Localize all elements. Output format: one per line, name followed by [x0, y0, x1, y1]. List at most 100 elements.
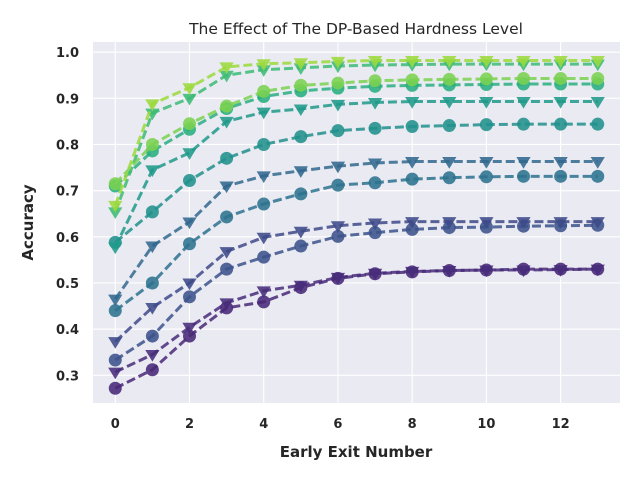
data-point: [256, 107, 271, 120]
data-point: [256, 286, 271, 298]
series-line: [113, 100, 598, 248]
data-point: [554, 169, 568, 183]
data-point: [294, 239, 308, 253]
series-4: [108, 169, 605, 318]
data-point: [442, 217, 457, 229]
data-point: [367, 218, 383, 231]
data-point: [516, 55, 531, 68]
data-point: [294, 187, 308, 201]
y-tick-label: 0.8: [56, 138, 79, 153]
data-point: [256, 65, 271, 77]
data-point: [219, 298, 234, 310]
x-tick-label: 6: [333, 417, 342, 432]
data-point: [590, 97, 605, 109]
series-10: [108, 71, 605, 191]
data-point: [145, 302, 160, 315]
series-line: [114, 174, 598, 312]
data-point: [256, 59, 271, 71]
data-point: [331, 124, 345, 138]
data-point: [257, 197, 271, 211]
data-point: [108, 294, 123, 307]
data-point: [479, 265, 494, 278]
data-point: [442, 119, 456, 133]
data-point: [145, 276, 159, 290]
y-tick-label: 0.4: [56, 323, 79, 338]
data-point: [516, 157, 531, 169]
y-tick-label: 0.5: [56, 277, 79, 292]
data-point: [553, 97, 568, 109]
data-point: [182, 173, 196, 187]
data-point: [145, 329, 159, 343]
data-point: [182, 83, 197, 95]
data-point: [479, 217, 494, 229]
data-point: [182, 278, 197, 291]
data-point: [182, 93, 197, 106]
data-point: [517, 71, 531, 85]
series-6: [108, 117, 605, 249]
data-point: [293, 166, 308, 178]
data-point: [442, 72, 456, 86]
data-point: [294, 78, 308, 92]
y-tick-label: 0.3: [56, 369, 79, 384]
data-point: [479, 55, 494, 68]
x-tick-label: 4: [259, 417, 268, 432]
series-line: [114, 220, 598, 343]
data-point: [553, 157, 568, 169]
data-point: [442, 97, 457, 109]
data-point: [405, 217, 420, 229]
data-point: [479, 157, 494, 169]
data-point: [145, 137, 159, 151]
series-7: [108, 97, 605, 255]
data-point: [331, 178, 345, 192]
data-point: [257, 250, 271, 264]
data-point: [220, 262, 234, 276]
y-tick-labels: 0.3 0.4 0.5 0.6 0.7 0.8 0.9 1.0: [56, 46, 79, 384]
data-point: [331, 229, 345, 243]
data-point: [367, 55, 383, 68]
series-line: [113, 62, 598, 213]
data-point: [108, 337, 123, 349]
data-point: [257, 84, 271, 98]
series-line: [113, 58, 598, 206]
data-point: [145, 205, 159, 219]
data-point: [590, 157, 605, 169]
data-point: [591, 71, 605, 85]
data-point: [367, 268, 383, 281]
x-tick-label: 0: [111, 417, 120, 432]
data-point: [257, 137, 271, 151]
x-tick-label: 2: [185, 417, 194, 432]
data-point: [368, 121, 382, 135]
data-point: [517, 169, 531, 183]
data-point: [182, 117, 196, 131]
data-point: [108, 207, 123, 220]
data-point: [220, 151, 234, 165]
data-point: [367, 158, 383, 171]
data-point: [590, 217, 605, 229]
data-point: [108, 242, 123, 255]
data-point: [405, 55, 420, 68]
x-tick-label: 8: [408, 417, 417, 432]
data-point: [182, 322, 197, 335]
data-point: [590, 55, 605, 68]
data-point: [182, 329, 196, 343]
data-point: [442, 171, 456, 185]
series-line: [114, 160, 598, 300]
data-point: [442, 55, 457, 68]
data-point: [591, 169, 605, 183]
data-point: [553, 217, 568, 229]
data-point: [590, 264, 605, 277]
data-point: [182, 290, 196, 304]
data-point: [479, 170, 493, 184]
series-3: [108, 217, 605, 349]
data-point: [182, 148, 197, 160]
data-point: [516, 97, 531, 109]
data-point: [331, 76, 345, 90]
data-point: [220, 99, 234, 113]
data-point: [108, 381, 122, 395]
data-point: [405, 73, 419, 87]
data-point: [479, 97, 494, 109]
data-point: [405, 97, 420, 109]
data-point: [220, 210, 234, 224]
